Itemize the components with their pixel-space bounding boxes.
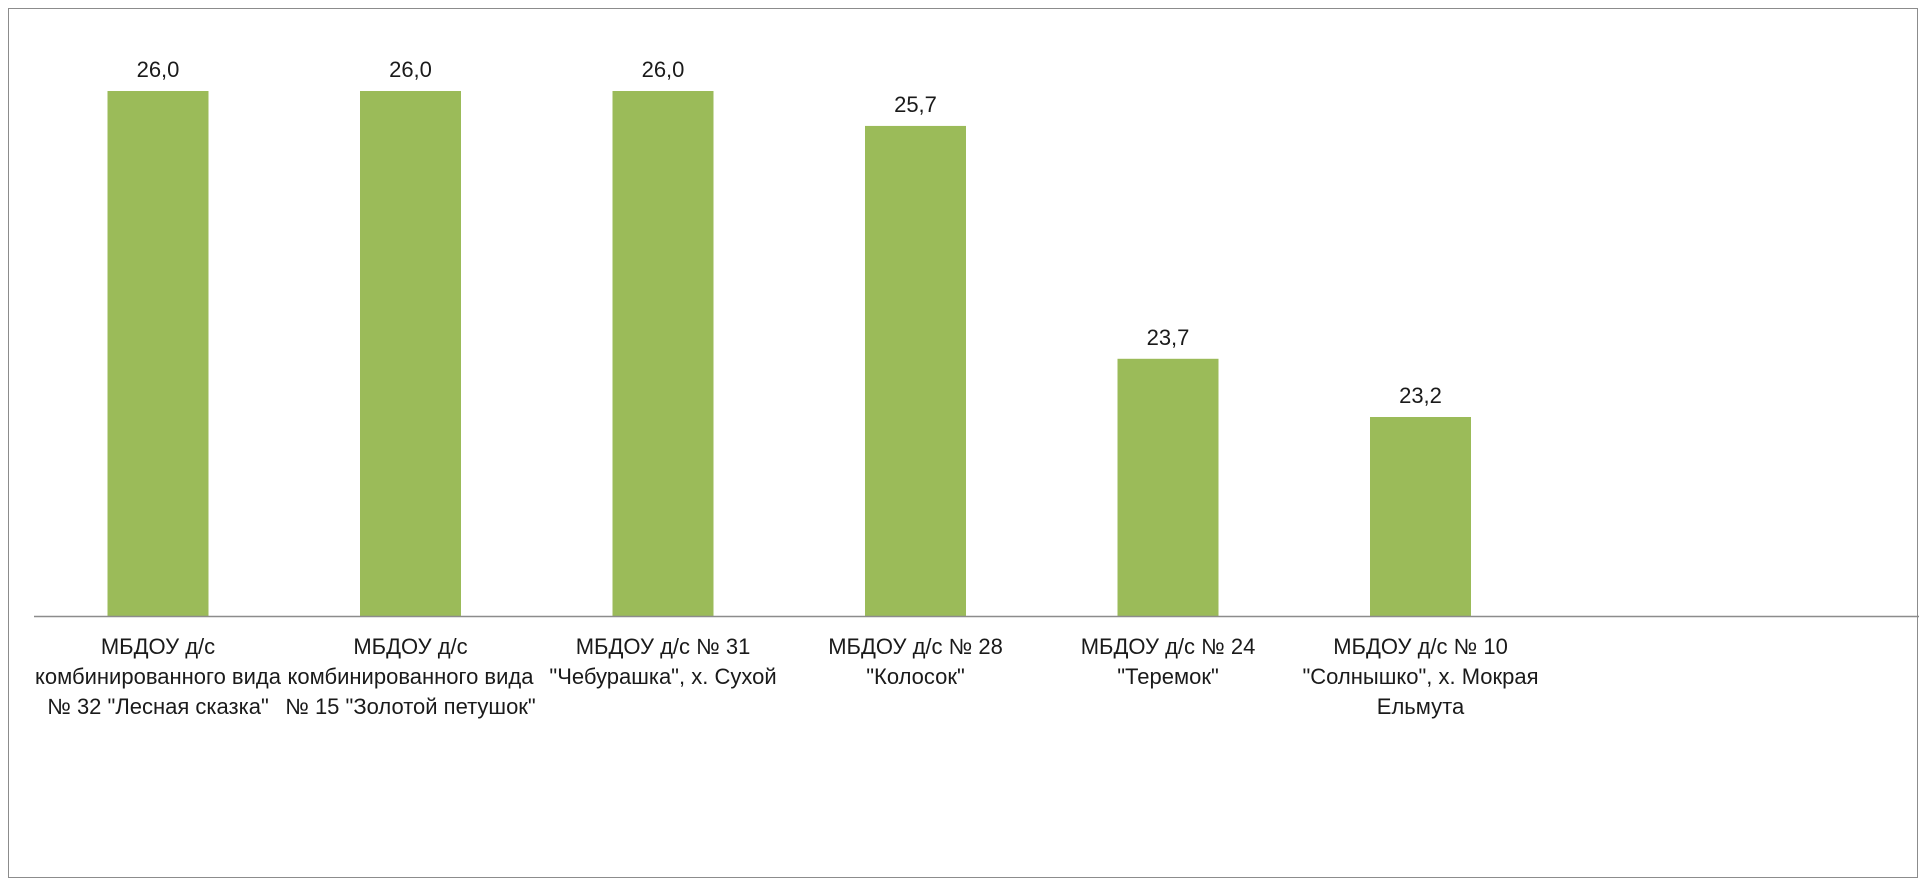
value-label-5: 23,7 [1147,325,1190,350]
category-label-6: МБДОУ д/с № 10 "Солнышко", х. Мокрая Ельму… [1302,634,1538,719]
category-label-1-line-1: МБДОУ д/с [101,634,215,659]
category-label-6-line-3: Ельмута [1377,694,1465,719]
bar-2 [360,91,461,616]
bar-5 [1117,358,1219,616]
category-label-6-line-2: "Солнышко", х. Мокрая [1302,664,1538,689]
category-label-2-line-1: МБДОУ д/с [353,634,467,659]
chart-frame: 26,0 26,0 26,0 25,7 23,7 23,2 МБДОУ д/с комбин… [8,8,1919,878]
category-label-3-line-1: МБДОУ д/с № 31 [576,634,751,659]
category-label-4: МБДОУ д/с № 28 "Колосок" [828,634,1003,689]
category-label-2-line-2: комбинированного вида [288,664,535,689]
bar-1 [107,91,209,616]
category-label-6-line-1: МБДОУ д/с № 10 [1333,634,1508,659]
category-label-2-line-3: № 15 "Золотой петушок" [285,694,536,719]
category-label-1-line-2: комбинированного вида [35,664,282,689]
value-label-1: 26,0 [137,57,180,82]
category-label-3: МБДОУ д/с № 31 "Чебурашка", х. Сухой [549,634,776,689]
bars-layer [107,91,1471,616]
value-label-6: 23,2 [1399,383,1442,408]
category-label-5-line-1: МБДОУ д/с № 24 [1081,634,1256,659]
category-label-5-line-2: "Теремок" [1117,664,1219,689]
category-label-4-line-2: "Колосок" [866,664,965,689]
category-label-3-line-2: "Чебурашка", х. Сухой [549,664,776,689]
bar-3 [612,91,714,616]
category-label-5: МБДОУ д/с № 24 "Теремок" [1081,634,1256,689]
value-labels-layer: 26,0 26,0 26,0 25,7 23,7 23,2 [137,57,1442,408]
category-label-1: МБДОУ д/с комбинированного вида № 32 "Лесн… [35,634,282,719]
bar-6 [1370,417,1471,616]
value-label-3: 26,0 [642,57,685,82]
value-label-2: 26,0 [389,57,432,82]
category-labels-layer: МБДОУ д/с комбинированного вида № 32 "Лесн… [35,634,1539,719]
bar-4 [865,125,966,616]
bar-chart: 26,0 26,0 26,0 25,7 23,7 23,2 МБДОУ д/с комбин… [34,57,1919,719]
value-label-4: 25,7 [894,92,937,117]
category-label-2: МБДОУ д/с комбинированного вида № 15 "Золо… [285,634,536,719]
category-label-1-line-3: № 32 "Лесная сказка" [47,694,269,719]
category-label-4-line-1: МБДОУ д/с № 28 [828,634,1003,659]
